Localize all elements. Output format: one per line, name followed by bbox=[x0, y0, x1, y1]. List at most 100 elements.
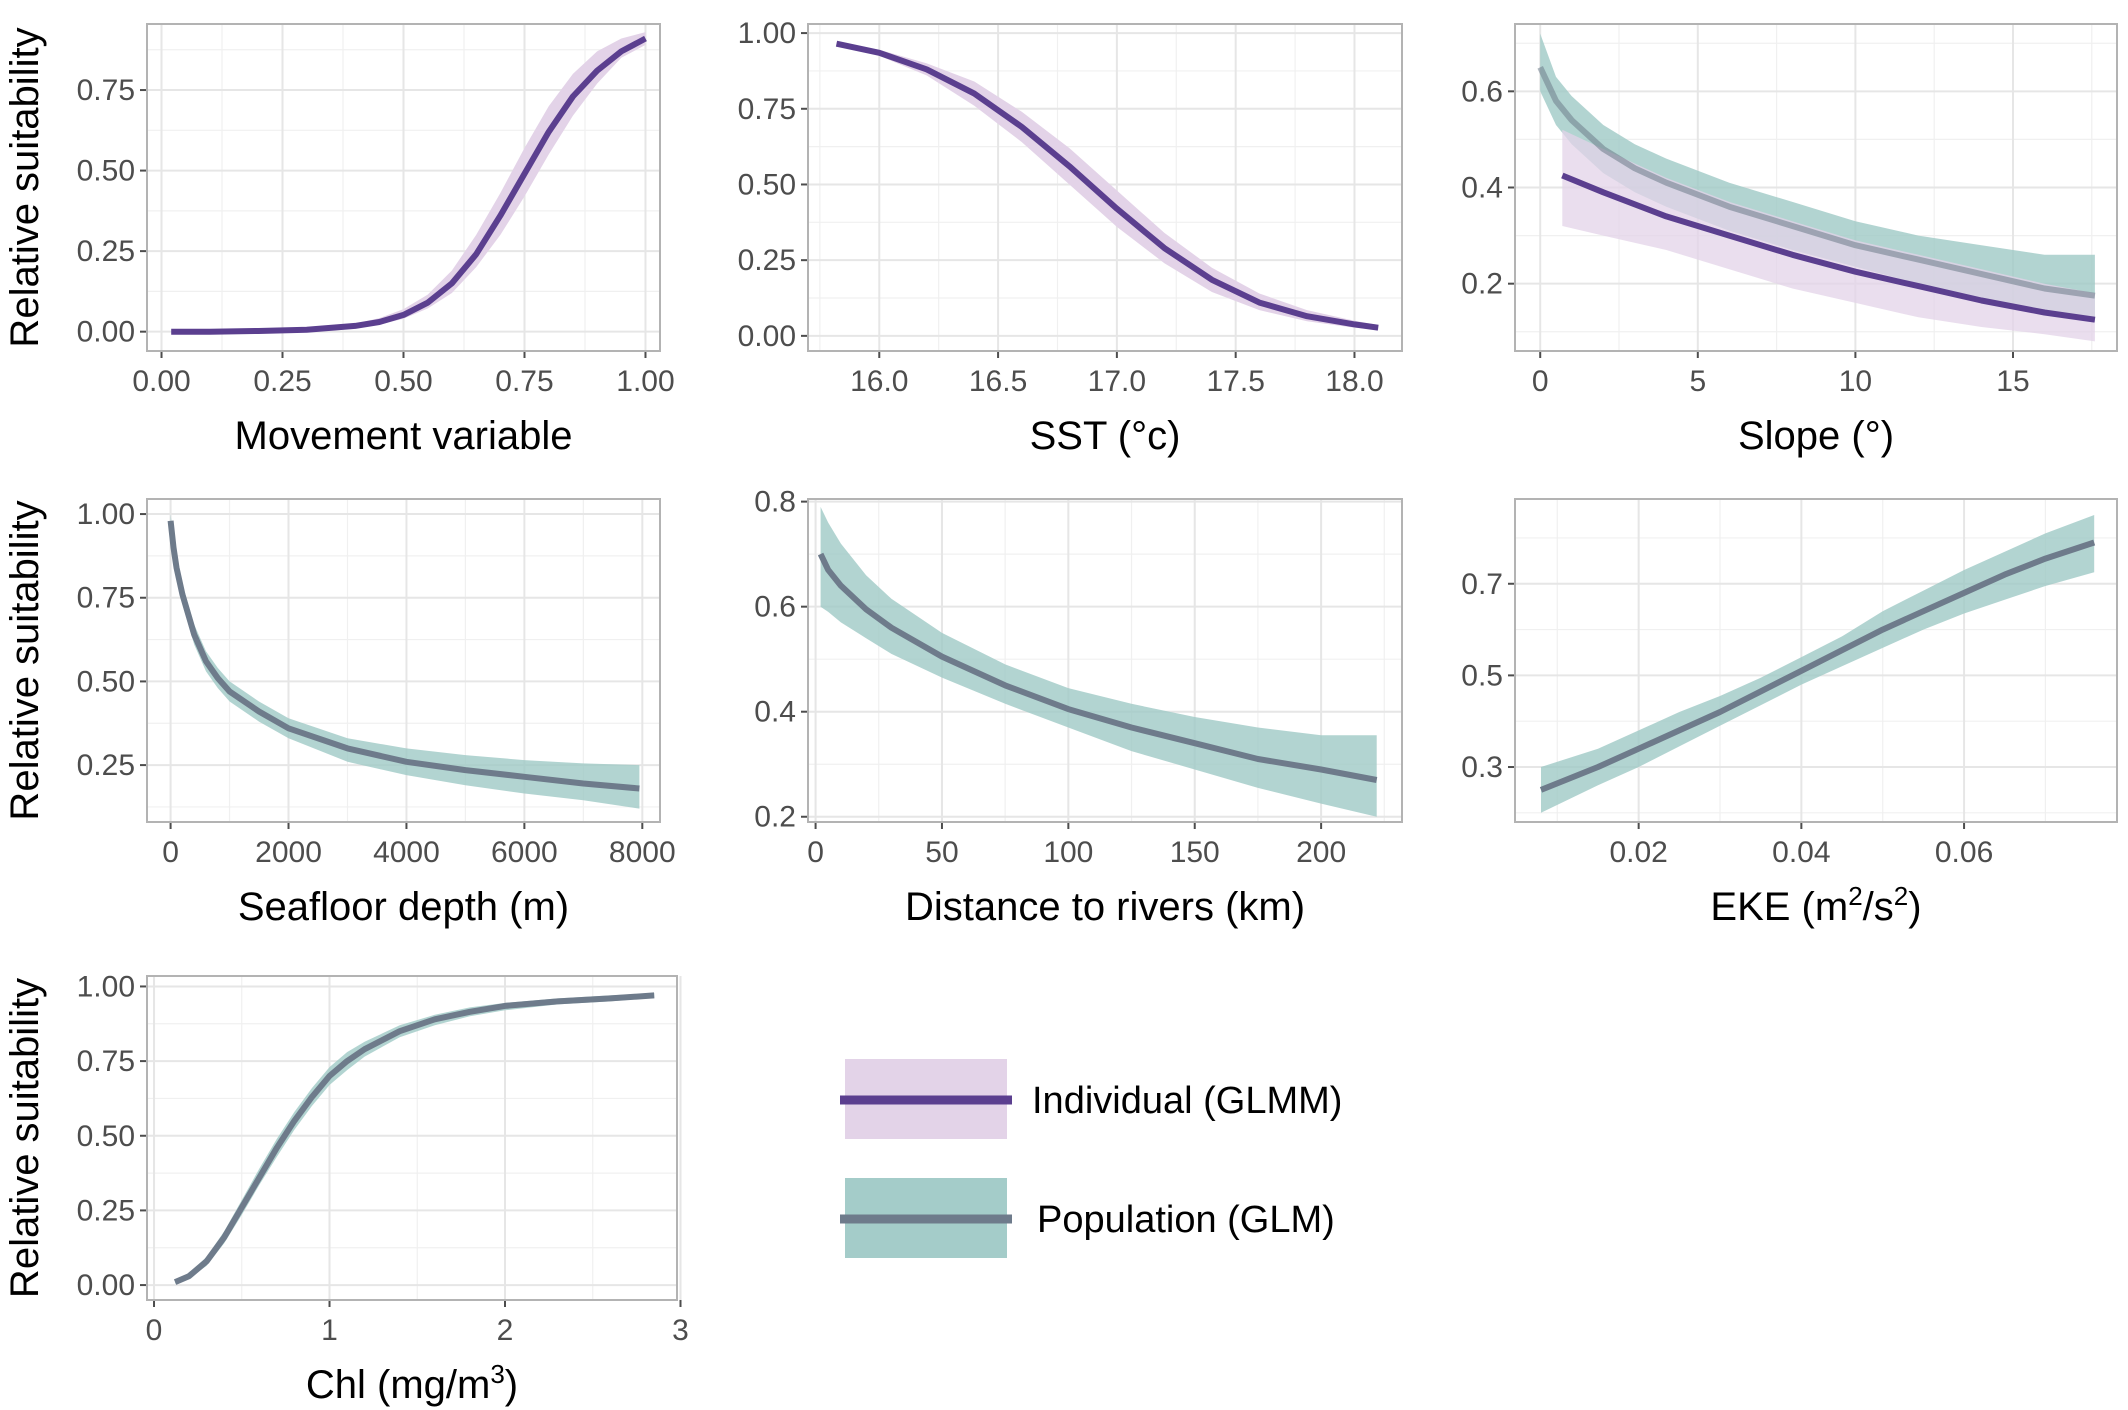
x-tick-label: 50 bbox=[925, 836, 958, 869]
x-axis-title: Movement variable bbox=[235, 414, 573, 458]
x-tick-label: 0.75 bbox=[495, 365, 553, 398]
panel-border bbox=[146, 23, 661, 352]
x-tick-label: 16.5 bbox=[969, 365, 1027, 398]
legend-label: Individual (GLMM) bbox=[1032, 1080, 1342, 1122]
x-tick-label: 5 bbox=[1689, 365, 1706, 398]
x-tick-label: 18.0 bbox=[1325, 365, 1383, 398]
y-tick-label: 0.4 bbox=[754, 696, 796, 729]
x-tick-label: 17.0 bbox=[1088, 365, 1146, 398]
y-tick-label: 0.75 bbox=[77, 582, 135, 615]
data-layer bbox=[1537, 33, 2096, 342]
y-tick-label: 0.25 bbox=[77, 749, 135, 782]
population-fit-line bbox=[167, 520, 640, 792]
population-fit-line bbox=[1537, 66, 2096, 299]
x-tick-label: 0 bbox=[1532, 365, 1549, 398]
panel-border bbox=[1514, 23, 2118, 352]
x-tick-label: 0.06 bbox=[1935, 836, 1993, 869]
y-tick-label: 0.5 bbox=[1461, 659, 1503, 692]
x-tick-label: 0.04 bbox=[1772, 836, 1830, 869]
y-tick-label: 0.00 bbox=[77, 1269, 135, 1302]
y-tick-label: 0.25 bbox=[738, 244, 796, 277]
data-layer bbox=[173, 992, 655, 1285]
x-tick-label: 3 bbox=[672, 1314, 689, 1347]
legend-item-population: Population (GLM) bbox=[840, 1178, 1335, 1258]
data-layer bbox=[171, 32, 647, 335]
panel-4: 0 2000 4000 6000 8000 0.25 0.50 0.75 1.00 Seafloo… bbox=[3, 498, 676, 929]
x-tick-label: 0 bbox=[807, 836, 824, 869]
y-tick-label: 1.00 bbox=[77, 970, 135, 1003]
y-tick-label: 1.00 bbox=[77, 498, 135, 531]
x-axis-title: EKE (m2/s2) bbox=[1710, 881, 1921, 929]
panel-border bbox=[807, 23, 1403, 352]
x-axis-title: Slope (°) bbox=[1738, 414, 1894, 458]
x-axis-title: Distance to rivers (km) bbox=[905, 885, 1305, 929]
x-axis-title: Seafloor depth (m) bbox=[238, 885, 569, 929]
panel-border bbox=[807, 498, 1403, 823]
panel-border bbox=[146, 498, 661, 823]
y-tick-label: 0.2 bbox=[754, 801, 796, 834]
population-confidence-band bbox=[1540, 33, 2095, 323]
panel-border bbox=[146, 975, 678, 1301]
y-tick-label: 0.4 bbox=[1461, 172, 1503, 205]
x-tick-label: 1 bbox=[321, 1314, 338, 1347]
y-tick-label: 0.6 bbox=[754, 591, 796, 624]
y-tick-label: 0.25 bbox=[77, 1194, 135, 1227]
panel-border bbox=[1514, 498, 2118, 823]
individual-fit-line bbox=[1561, 172, 2096, 323]
population-fit-line bbox=[173, 992, 655, 1285]
legend: Individual (GLMM) Population (GLM) bbox=[840, 1059, 1342, 1258]
individual-confidence-band bbox=[171, 32, 646, 332]
y-tick-label: 0.3 bbox=[1461, 751, 1503, 784]
panel-1: 0.00 0.25 0.50 0.75 1.00 0.00 0.25 0.50 0.75 Move… bbox=[3, 23, 675, 458]
y-tick-label: 0.00 bbox=[738, 320, 796, 353]
panel-2: 16.0 16.5 17.0 17.5 18.0 0.00 0.25 0.50 0.75 1.00… bbox=[738, 17, 1403, 458]
x-tick-label: 10 bbox=[1839, 365, 1872, 398]
y-tick-label: 0.75 bbox=[77, 74, 135, 107]
y-tick-label: 0.6 bbox=[1461, 75, 1503, 108]
x-tick-label: 0.02 bbox=[1609, 836, 1667, 869]
data-layer bbox=[835, 40, 1379, 331]
panel-7: 0 1 2 3 0.00 0.25 0.50 0.75 1.00 Chl (mg/m3) Relat… bbox=[3, 970, 689, 1407]
x-tick-label: 100 bbox=[1043, 836, 1093, 869]
individual-confidence-band bbox=[836, 42, 1379, 330]
y-tick-label: 0.50 bbox=[77, 155, 135, 188]
y-tick-label: 0.25 bbox=[77, 235, 135, 268]
data-layer bbox=[167, 514, 640, 809]
y-tick-label: 0.2 bbox=[1461, 268, 1503, 301]
y-tick-label: 0.7 bbox=[1461, 568, 1503, 601]
x-tick-label: 4000 bbox=[373, 836, 440, 869]
x-tick-label: 0 bbox=[162, 836, 179, 869]
x-axis-title: Chl (mg/m3) bbox=[306, 1359, 518, 1407]
data-layer bbox=[1539, 515, 2096, 813]
x-tick-label: 0 bbox=[146, 1314, 163, 1347]
y-axis-title: Relative suitability bbox=[3, 500, 47, 820]
x-tick-label: 2000 bbox=[255, 836, 322, 869]
x-tick-label: 1.00 bbox=[616, 365, 674, 398]
x-tick-label: 15 bbox=[1996, 365, 2029, 398]
x-tick-label: 0.25 bbox=[253, 365, 311, 398]
x-tick-label: 17.5 bbox=[1206, 365, 1264, 398]
x-tick-label: 16.0 bbox=[850, 365, 908, 398]
x-tick-label: 2 bbox=[497, 1314, 514, 1347]
y-tick-label: 1.00 bbox=[738, 17, 796, 50]
data-layer bbox=[817, 506, 1378, 817]
y-tick-label: 0.00 bbox=[77, 316, 135, 349]
y-tick-label: 0.75 bbox=[77, 1045, 135, 1078]
legend-label: Population (GLM) bbox=[1037, 1199, 1335, 1241]
x-tick-label: 0.00 bbox=[132, 365, 190, 398]
individual-fit-line bbox=[835, 40, 1379, 331]
panel-6: 0.02 0.04 0.06 0.3 0.5 0.7 EKE (m2/s2) bbox=[1461, 498, 2118, 929]
x-tick-label: 0.50 bbox=[374, 365, 432, 398]
y-tick-label: 0.50 bbox=[77, 1120, 135, 1153]
population-fit-line bbox=[1539, 539, 2096, 793]
x-axis-title: SST (°c) bbox=[1030, 414, 1181, 458]
y-tick-label: 0.75 bbox=[738, 93, 796, 126]
y-tick-label: 0.50 bbox=[77, 665, 135, 698]
population-confidence-band bbox=[820, 506, 1377, 817]
y-tick-label: 0.8 bbox=[754, 486, 796, 519]
x-tick-label: 200 bbox=[1296, 836, 1346, 869]
individual-fit-line bbox=[171, 35, 647, 335]
y-axis-title: Relative suitability bbox=[3, 978, 47, 1298]
y-axis-title: Relative suitability bbox=[3, 27, 47, 347]
